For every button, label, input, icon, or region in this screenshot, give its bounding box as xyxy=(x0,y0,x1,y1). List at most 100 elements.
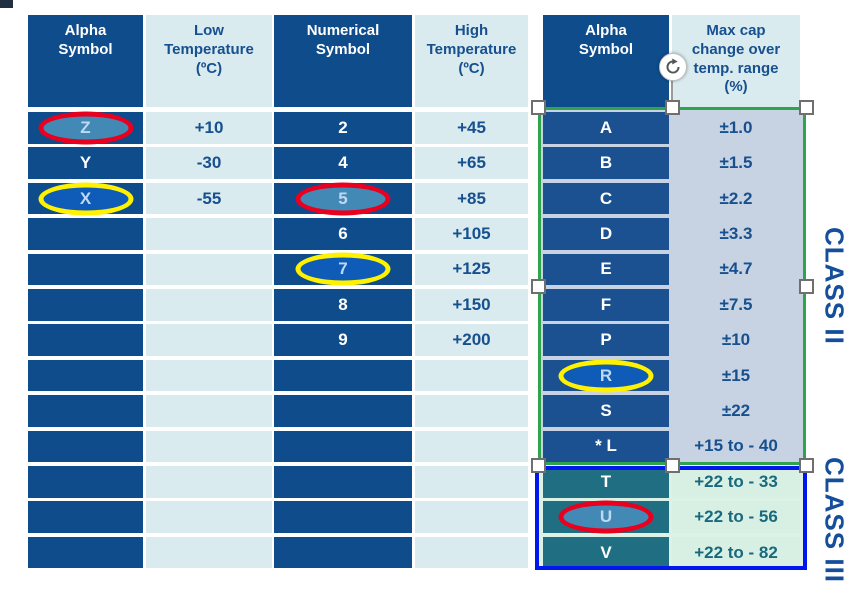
cell-numerical_symbol-row4: 6 xyxy=(274,218,412,250)
cell-low_temperature-row9 xyxy=(146,395,272,427)
cell-max_cap_change-row13: +22 to - 82 xyxy=(672,536,800,569)
rotate-handle-stem xyxy=(671,79,673,107)
cell-max_cap_change-row11: +22 to - 33 xyxy=(672,466,800,498)
cell-alpha_symbol_left-row12 xyxy=(28,501,143,533)
cell-low_temperature-row8 xyxy=(146,359,272,392)
cell-low_temperature-row6 xyxy=(146,289,272,321)
cell-alpha_symbol_right-row2: B xyxy=(543,147,669,179)
cell-high_temperature-row6: +150 xyxy=(415,289,528,321)
cell-high_temperature-row7: +200 xyxy=(415,324,528,356)
cell-high_temperature-row2: +65 xyxy=(415,147,528,179)
cell-low_temperature-row12 xyxy=(146,501,272,533)
yellow-ellipse-annotation[interactable] xyxy=(295,252,391,286)
red-ellipse-annotation[interactable] xyxy=(558,500,654,534)
column-header-low_temperature: Low Temperature (ºC) xyxy=(146,15,272,107)
cell-numerical_symbol-row9 xyxy=(274,395,412,427)
column-header-max_cap_change: Max cap change over temp. range (%) xyxy=(672,15,800,107)
cell-numerical_symbol-row11 xyxy=(274,466,412,498)
selection-handle-se[interactable] xyxy=(798,457,814,473)
cell-high_temperature-row9 xyxy=(415,395,528,427)
selection-handle-n[interactable] xyxy=(664,99,680,115)
cell-alpha_symbol_left-row8 xyxy=(28,359,143,392)
column-header-numerical_symbol: Numerical Symbol xyxy=(274,15,412,107)
cell-alpha_symbol_right-row5: E xyxy=(543,253,669,286)
column-header-alpha_symbol_left: Alpha Symbol xyxy=(28,15,143,107)
yellow-ellipse-annotation[interactable] xyxy=(38,182,133,216)
cell-high_temperature-row4: +105 xyxy=(415,218,528,250)
red-ellipse-annotation[interactable] xyxy=(295,182,391,216)
cell-alpha_symbol_left-row3: X xyxy=(28,182,143,216)
cell-alpha_symbol_right-row1: A xyxy=(543,112,669,144)
cell-high_temperature-row10 xyxy=(415,430,528,463)
yellow-ellipse-annotation[interactable] xyxy=(558,359,654,393)
class2-label: CLASS II xyxy=(819,227,850,345)
cell-numerical_symbol-row6: 8 xyxy=(274,289,412,321)
selection-handle-ne[interactable] xyxy=(798,99,814,115)
cell-numerical_symbol-row7: 9 xyxy=(274,324,412,356)
cell-low_temperature-row1: +10 xyxy=(146,112,272,144)
cell-max_cap_change-row9: ±22 xyxy=(672,395,800,427)
cell-alpha_symbol_right-row9: S xyxy=(543,395,669,427)
cell-alpha_symbol_right-row8: R xyxy=(543,359,669,393)
cell-numerical_symbol-row12 xyxy=(274,501,412,533)
cell-alpha_symbol_right-row7: P xyxy=(543,324,669,356)
cell-alpha_symbol_right-row13: V xyxy=(543,536,669,569)
cell-max_cap_change-row3: ±2.2 xyxy=(672,182,800,215)
cell-alpha_symbol_left-row5 xyxy=(28,253,143,286)
cell-max_cap_change-row8: ±15 xyxy=(672,359,800,392)
cell-low_temperature-row7 xyxy=(146,324,272,356)
rotate-clockwise-icon[interactable] xyxy=(659,53,687,81)
cell-high_temperature-row11 xyxy=(415,466,528,498)
cell-alpha_symbol_left-row6 xyxy=(28,289,143,321)
cell-high_temperature-row8 xyxy=(415,359,528,392)
cell-alpha_symbol_left-row11 xyxy=(28,466,143,498)
cell-high_temperature-row13 xyxy=(415,536,528,569)
cell-low_temperature-row5 xyxy=(146,253,272,286)
red-ellipse-annotation[interactable] xyxy=(38,111,133,145)
class3-label: CLASS III xyxy=(819,457,850,584)
cell-alpha_symbol_right-row3: C xyxy=(543,182,669,215)
cell-alpha_symbol_right-row10: * L xyxy=(543,430,669,463)
cell-max_cap_change-row5: ±4.7 xyxy=(672,253,800,286)
cell-low_temperature-row11 xyxy=(146,466,272,498)
column-header-high_temperature: High Temperature (ºC) xyxy=(415,15,528,107)
cell-max_cap_change-row12: +22 to - 56 xyxy=(672,501,800,533)
cell-alpha_symbol_left-row1: Z xyxy=(28,111,143,145)
cell-low_temperature-row3: -55 xyxy=(146,182,272,215)
cell-numerical_symbol-row3: 5 xyxy=(274,182,412,216)
cell-alpha_symbol_right-row11: T xyxy=(543,466,669,498)
cell-high_temperature-row5: +125 xyxy=(415,253,528,286)
column-header-alpha_symbol_right: Alpha Symbol xyxy=(543,15,669,107)
cell-max_cap_change-row1: ±1.0 xyxy=(672,112,800,144)
cell-numerical_symbol-row10 xyxy=(274,430,412,463)
cell-high_temperature-row12 xyxy=(415,501,528,533)
cell-alpha_symbol_right-row12: U xyxy=(543,500,669,534)
selection-handle-nw[interactable] xyxy=(530,99,546,115)
cell-alpha_symbol_left-row10 xyxy=(28,430,143,463)
cell-high_temperature-row3: +85 xyxy=(415,182,528,215)
cell-high_temperature-row1: +45 xyxy=(415,112,528,144)
cell-max_cap_change-row6: ±7.5 xyxy=(672,289,800,321)
cell-max_cap_change-row4: ±3.3 xyxy=(672,218,800,250)
selection-box-class2[interactable] xyxy=(538,107,806,465)
cell-alpha_symbol_left-row13 xyxy=(28,536,143,569)
cell-low_temperature-row2: -30 xyxy=(146,147,272,179)
cell-alpha_symbol_left-row9 xyxy=(28,395,143,427)
cell-numerical_symbol-row13 xyxy=(274,536,412,569)
cell-alpha_symbol_right-row4: D xyxy=(543,218,669,250)
selection-handle-sw[interactable] xyxy=(530,457,546,473)
cell-alpha_symbol_left-row4 xyxy=(28,218,143,250)
selection-handle-e[interactable] xyxy=(798,278,814,294)
cell-low_temperature-row10 xyxy=(146,430,272,463)
cell-numerical_symbol-row2: 4 xyxy=(274,147,412,179)
selection-handle-s[interactable] xyxy=(664,457,680,473)
cell-alpha_symbol_left-row2: Y xyxy=(28,147,143,179)
cell-numerical_symbol-row8 xyxy=(274,359,412,392)
selection-handle-w[interactable] xyxy=(530,278,546,294)
corner-artifact xyxy=(0,0,13,8)
cell-max_cap_change-row2: ±1.5 xyxy=(672,147,800,179)
cell-low_temperature-row4 xyxy=(146,218,272,250)
class3-highlight-box[interactable] xyxy=(535,466,807,570)
cell-numerical_symbol-row5: 7 xyxy=(274,252,412,286)
